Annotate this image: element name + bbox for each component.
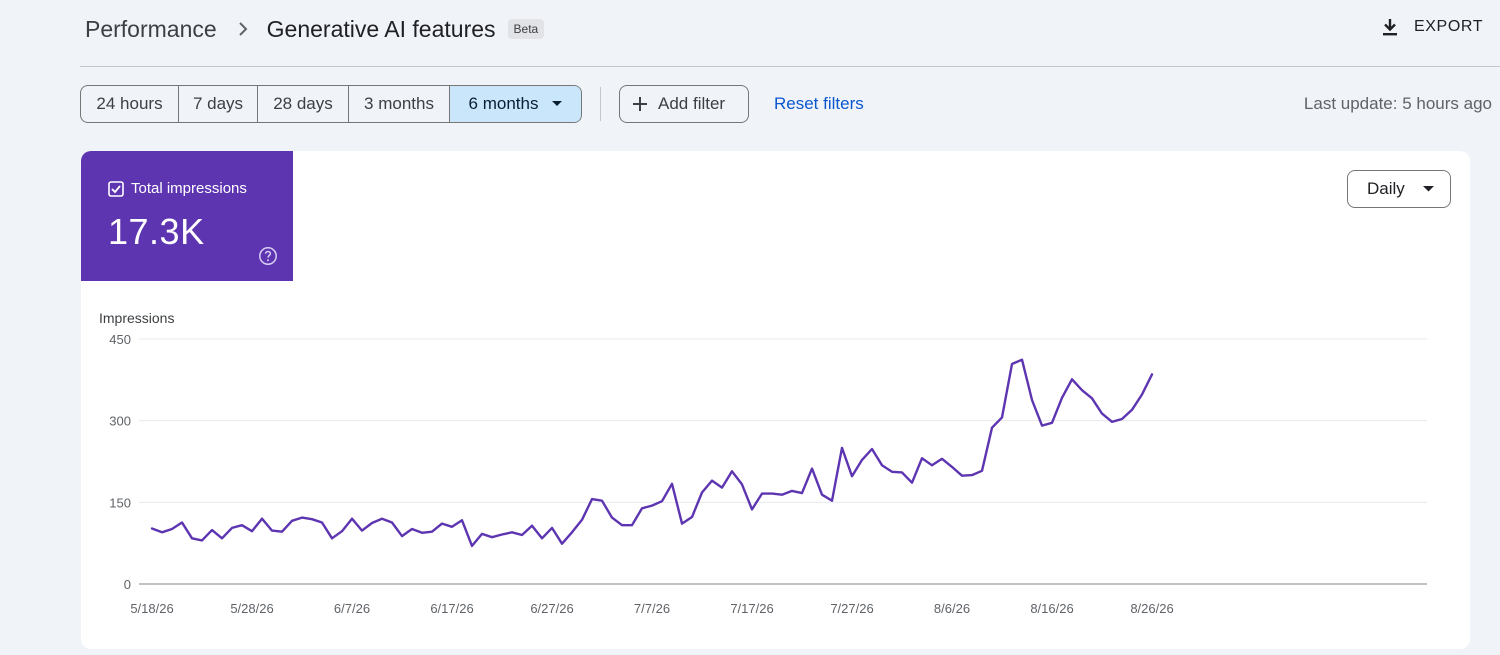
metric-label: Total impressions	[131, 180, 247, 197]
header-divider	[80, 66, 1500, 67]
checkbox-checked-icon[interactable]	[108, 180, 124, 197]
download-icon	[1383, 19, 1397, 36]
add-filter-label: Add filter	[658, 94, 726, 113]
granularity-label: Daily	[1367, 179, 1405, 198]
range-24-hours-button[interactable]: 24 hours	[81, 86, 179, 122]
page-header: Performance Generative AI features Beta …	[0, 0, 1500, 66]
metric-value: 17.3K	[108, 211, 205, 252]
y-tick-label: 300	[109, 414, 131, 429]
range-label: 3 months	[364, 94, 434, 113]
x-tick-label: 6/17/26	[430, 601, 473, 616]
x-tick-label: 5/28/26	[230, 601, 273, 616]
last-update-text: Last update: 5 hours ago	[1303, 94, 1492, 113]
caret-down-icon	[552, 101, 563, 106]
export-label: EXPORT	[1414, 18, 1484, 35]
range-3-months-button[interactable]: 3 months	[349, 86, 450, 122]
range-label: 24 hours	[96, 94, 163, 113]
range-label: 7 days	[192, 94, 244, 113]
breadcrumb-performance[interactable]: Performance	[85, 15, 217, 42]
metric-header: Total impressions	[108, 180, 247, 197]
plus-icon	[633, 97, 647, 111]
x-tick-label: 5/18/26	[130, 601, 173, 616]
range-label: 6 months	[468, 94, 539, 113]
y-axis-title: Impressions	[99, 310, 174, 326]
page-title: Generative AI features	[266, 15, 496, 42]
x-tick-label: 6/7/26	[334, 601, 370, 616]
chevron-right-icon	[237, 20, 249, 38]
help-icon[interactable]	[258, 246, 278, 266]
x-tick-label: 8/26/26	[1130, 601, 1173, 616]
date-range-group: 24 hours 7 days 28 days 3 months 6 month…	[80, 85, 582, 123]
chart-grid	[139, 338, 1427, 585]
x-tick-label: 7/17/26	[730, 601, 773, 616]
x-tick-label: 7/7/26	[634, 601, 670, 616]
range-label: 28 days	[273, 94, 333, 113]
range-28-days-button[interactable]: 28 days	[258, 86, 349, 122]
x-tick-label: 8/16/26	[1030, 601, 1073, 616]
beta-badge: Beta	[507, 19, 545, 39]
granularity-select[interactable]: Daily	[1347, 170, 1451, 208]
y-tick-label: 0	[124, 577, 131, 592]
impressions-line-chart: Impressions 0 150 300 450 5/18/26 5/28/26 6/7…	[99, 310, 1427, 616]
x-axis-ticks: 5/18/26 5/28/26 6/7/26 6/17/26 6/27/26 7/7/26…	[130, 601, 1173, 616]
caret-down-icon	[1423, 186, 1434, 192]
toolbar: 24 hours 7 days 28 days 3 months 6 month…	[80, 85, 1500, 123]
range-6-months-button[interactable]: 6 months	[450, 86, 581, 122]
toolbar-divider	[600, 87, 601, 121]
export-button[interactable]: EXPORT	[1380, 12, 1483, 42]
reset-filters-link[interactable]: Reset filters	[774, 94, 864, 113]
x-tick-label: 7/27/26	[830, 601, 873, 616]
performance-card: Total impressions 17.3K Daily Impression…	[81, 151, 1470, 649]
impressions-series-line	[150, 358, 1154, 548]
breadcrumb: Performance Generative AI features Beta	[85, 14, 545, 44]
x-tick-label: 6/27/26	[530, 601, 573, 616]
total-impressions-tile[interactable]: Total impressions 17.3K	[81, 151, 293, 281]
y-tick-label: 150	[109, 495, 131, 510]
range-7-days-button[interactable]: 7 days	[179, 86, 258, 122]
x-tick-label: 8/6/26	[934, 601, 970, 616]
y-axis-ticks: 0 150 300 450	[109, 332, 131, 592]
y-tick-label: 450	[109, 332, 131, 347]
add-filter-button[interactable]: Add filter	[619, 85, 749, 123]
